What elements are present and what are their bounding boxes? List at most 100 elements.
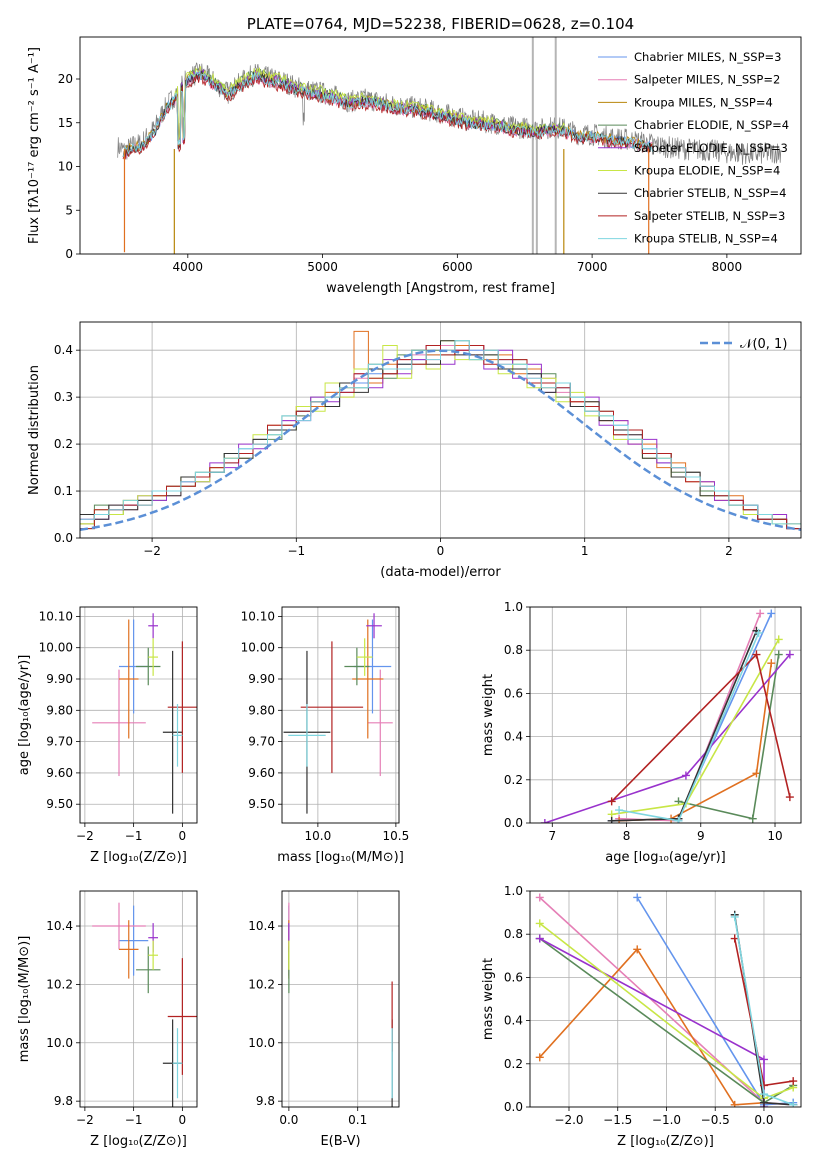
weight-marker <box>681 771 690 780</box>
y-tick-label: 10.10 <box>39 609 73 623</box>
weight-line-2 <box>619 663 773 822</box>
x-axis-label: Z [log₁₀(Z/Z⊙)] <box>617 1134 714 1149</box>
weight-marker <box>633 893 642 902</box>
y-tick-label: 0.8 <box>504 643 523 657</box>
legend-label-5: Kroupa ELODIE, N_SSP=4 <box>634 164 780 178</box>
y-tick-label: 0.0 <box>504 816 523 830</box>
axes-frame <box>79 36 802 255</box>
y-tick-label: 10.00 <box>39 641 73 655</box>
legend-label-7: Salpeter STELIB, N_SSP=3 <box>634 209 785 223</box>
weight-line-6 <box>611 630 758 822</box>
weight-marker <box>754 628 763 637</box>
errorbar-point-4 <box>366 613 382 639</box>
y-tick-label: 20 <box>58 72 73 86</box>
y-tick-label: 5 <box>65 203 73 217</box>
y-tick-label: 0.2 <box>54 437 73 451</box>
x-tick-label: 1 <box>581 544 589 558</box>
x-axis-label: Z [log₁₀(Z/Z⊙)] <box>90 850 187 865</box>
x-axis-label: E(B-V) <box>320 1134 360 1149</box>
errorbar-point-1 <box>92 902 146 950</box>
x-tick-label: −2.0 <box>554 1113 583 1127</box>
y-axis-label: mass [log₁₀(M/M⊙)] <box>17 936 32 1063</box>
x-tick-label: −1 <box>125 1113 143 1127</box>
x-tick-label: 7 <box>548 829 556 843</box>
y-tick-label: 0.4 <box>504 1014 523 1028</box>
y-tick-label: 9.50 <box>248 797 275 811</box>
x-tick-label: 10.5 <box>383 829 410 843</box>
weight-marker <box>752 650 761 659</box>
y-tick-label: 0.8 <box>504 927 523 941</box>
errorbar-point-5 <box>356 638 373 676</box>
errorbar-point-5 <box>148 638 158 676</box>
y-tick-label: 10.0 <box>46 1036 73 1050</box>
errorbar-point-8 <box>172 704 183 767</box>
errorbar-point-3 <box>136 946 161 994</box>
x-tick-label: 0 <box>437 544 445 558</box>
y-tick-label: 10.00 <box>241 641 275 655</box>
errorbar-point-8 <box>288 704 326 767</box>
weight-marker <box>633 945 642 954</box>
x-tick-label: 2 <box>725 544 733 558</box>
x-axis-label: (data-model)/error <box>380 565 501 580</box>
y-axis-label: age [log₁₀(age/yr)] <box>17 655 32 776</box>
errorbar-point-2 <box>119 619 139 739</box>
legend-label-2: Kroupa MILES, N_SSP=4 <box>634 95 773 109</box>
x-tick-label: 10 <box>767 829 782 843</box>
axes-Z-age: −2 −1 0 9.50 9.60 9.70 9.80 9.90 10.00 10.10 Z [lo… <box>17 606 198 865</box>
axes-frame <box>281 890 400 1108</box>
y-tick-label: 9.70 <box>46 735 73 749</box>
weight-marker <box>759 1098 768 1107</box>
weight-marker <box>535 934 544 943</box>
axes-spectrum: 4000 5000 6000 7000 8000 0 5 10 15 20 wavelength [… <box>27 15 802 296</box>
weight-marker <box>730 934 739 943</box>
axes-frame <box>79 606 198 824</box>
y-tick-label: 0.0 <box>54 531 73 545</box>
chart-title: PLATE=0764, MJD=52238, FIBERID=0628, z=0… <box>247 15 634 33</box>
legend-label-6: Chabrier STELIB, N_SSP=4 <box>634 186 786 200</box>
errorbar-point-0 <box>119 905 149 976</box>
x-tick-label: 10.0 <box>305 829 332 843</box>
weight-line-2 <box>539 947 765 1106</box>
errorbar-point-6 <box>162 650 183 814</box>
y-tick-label: 9.8 <box>256 1094 275 1108</box>
axes-frame <box>79 890 198 1108</box>
weight-marker <box>730 912 739 921</box>
plot-area-Z-mass <box>80 891 197 1107</box>
axes-frame <box>529 890 802 1108</box>
x-tick-label: 9 <box>697 829 705 843</box>
x-tick-label: 7000 <box>577 260 608 274</box>
plot-area-mass-weight-Z <box>530 891 801 1107</box>
weight-marker <box>774 635 783 644</box>
y-tick-label: 0.4 <box>504 730 523 744</box>
axes-frame <box>281 606 400 824</box>
y-tick-label: 0.2 <box>504 1057 523 1071</box>
weight-marker <box>674 816 683 823</box>
y-tick-label: 9.90 <box>46 672 73 686</box>
x-tick-label: −2 <box>76 1113 94 1127</box>
errorbar-point-8 <box>172 1028 183 1099</box>
y-tick-label: 15 <box>58 116 73 130</box>
y-tick-label: 10.0 <box>248 1036 275 1050</box>
weight-marker <box>615 806 624 815</box>
x-tick-label: −1.5 <box>603 1113 632 1127</box>
y-tick-label: 1.0 <box>504 600 523 614</box>
y-tick-label: 9.80 <box>248 703 275 717</box>
legend-label-3: Chabrier ELODIE, N_SSP=4 <box>634 118 789 132</box>
weight-marker <box>540 819 549 823</box>
axes-mass-weight-age: 7 8 9 10 0.0 0.2 0.4 0.6 0.8 1.0 age [log₁₀(age/yr… <box>481 600 802 865</box>
y-tick-label: 9.8 <box>54 1094 73 1108</box>
plot-area-Z-age <box>80 607 197 823</box>
weight-marker <box>607 797 616 806</box>
x-tick-label: 6000 <box>442 260 473 274</box>
x-tick-label: −1.0 <box>652 1113 681 1127</box>
normal-curve <box>80 349 801 532</box>
axes-EBV-mass: 0.0 0.1 9.8 10.0 10.2 10.4 E(B-V) <box>248 890 400 1149</box>
y-tick-label: 10.4 <box>46 919 73 933</box>
weight-marker <box>535 1053 544 1062</box>
errorbar-point-2 <box>119 920 139 979</box>
x-tick-label: 8000 <box>712 260 743 274</box>
weight-marker <box>748 814 757 823</box>
errorbar-point-1 <box>367 669 393 777</box>
x-tick-label: −1 <box>287 544 305 558</box>
y-tick-label: 9.60 <box>46 766 73 780</box>
